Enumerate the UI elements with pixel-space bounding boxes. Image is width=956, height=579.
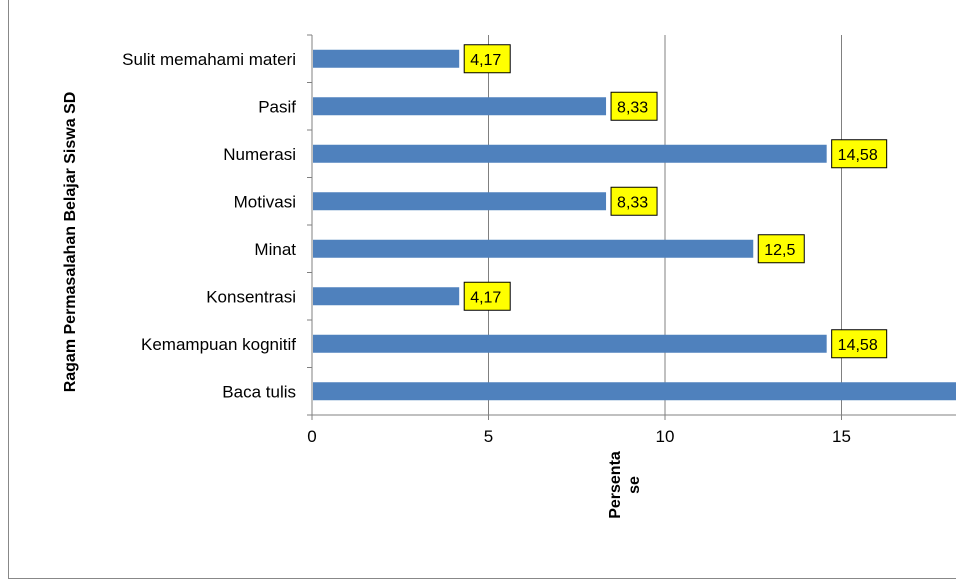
bar [313, 239, 754, 258]
data-label-box [610, 91, 658, 121]
category-label: Numerasi [223, 145, 296, 164]
bar [313, 287, 460, 306]
data-label-text: 14,58 [838, 337, 878, 354]
bar [313, 334, 827, 353]
x-tick-label: 0 [307, 427, 316, 446]
y-axis-title: Ragam Permasalahan Belajar Siswa SD [62, 92, 79, 393]
bar [313, 97, 607, 116]
data-label-box [463, 44, 511, 74]
data-label-box [831, 139, 888, 169]
data-label-text: 8,33 [617, 99, 648, 116]
category-label: Motivasi [234, 192, 296, 211]
x-tick-label: 5 [484, 427, 493, 446]
data-label-box [831, 329, 888, 359]
data-label-box [463, 281, 511, 311]
bar [313, 144, 827, 163]
data-label-text: 8,33 [617, 194, 648, 211]
data-label-text: 14,58 [838, 147, 878, 164]
data-label: 4,17 [463, 281, 511, 311]
data-label: 4,17 [463, 44, 511, 74]
category-label: Minat [254, 240, 296, 259]
bar [313, 382, 956, 401]
data-label: 14,58 [831, 139, 888, 169]
data-label-text: 4,17 [470, 289, 501, 306]
axes [307, 34, 956, 420]
x-tick-label: 10 [656, 427, 675, 446]
x-tick-label: 15 [832, 427, 851, 446]
bar [313, 192, 607, 211]
x-axis-title-line-2: se [626, 476, 643, 494]
category-label: Sulit memahami materi [122, 50, 296, 69]
data-label: 8,33 [610, 186, 658, 216]
data-label-box [610, 186, 658, 216]
data-label-text: 12,5 [764, 242, 795, 259]
data-label-text: 4,17 [470, 52, 501, 69]
bar [313, 49, 460, 68]
data-label: 14,58 [831, 329, 888, 359]
data-label: 8,33 [610, 91, 658, 121]
category-label: Pasif [258, 97, 296, 116]
x-axis-title-line-1: Persenta [607, 451, 624, 519]
bars [313, 49, 956, 401]
category-label: Konsentrasi [206, 287, 296, 306]
category-label: Kemampuan kognitif [141, 335, 296, 354]
data-label-box [757, 234, 805, 264]
category-label: Baca tulis [222, 382, 296, 401]
data-label: 12,5 [757, 234, 805, 264]
axis-labels: 05101520253035Sulit memahami materiPasif… [122, 50, 851, 446]
